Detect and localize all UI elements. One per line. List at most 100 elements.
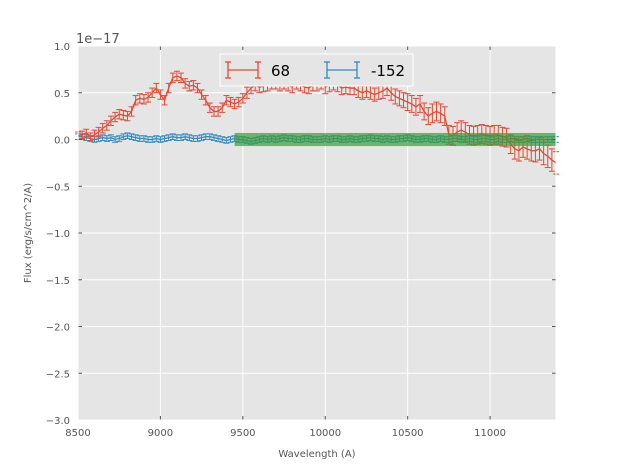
error-bar: [421, 102, 428, 121]
error-bar: [107, 134, 114, 141]
error-bar: [186, 81, 193, 92]
error-bar: [194, 135, 201, 142]
error-bar: [231, 98, 238, 110]
error-bar: [433, 101, 440, 122]
error-bar: [227, 136, 234, 143]
error-bar: [157, 136, 164, 143]
error-bar: [219, 136, 226, 143]
y-tick-label: 1.0: [54, 42, 70, 53]
error-bar: [202, 95, 209, 106]
legend-item-68: 68: [225, 61, 290, 80]
error-bar: [99, 134, 106, 141]
error-bar: [215, 135, 222, 142]
error-bar: [235, 96, 242, 108]
error-bar: [437, 103, 444, 124]
error-bar: [182, 133, 189, 140]
error-bar: [429, 103, 436, 124]
y-tick-label: −2.5: [46, 369, 70, 380]
error-bar: [371, 87, 378, 102]
error-bar: [210, 134, 217, 141]
error-bar: [161, 135, 168, 142]
x-tick-label: 9000: [148, 428, 173, 439]
y-offset-label: 1e−17: [76, 32, 120, 47]
y-tick-label: −1.5: [46, 276, 70, 287]
error-bar: [120, 110, 127, 121]
error-bar: [243, 86, 250, 99]
error-bar: [206, 102, 213, 113]
error-bar: [194, 82, 201, 94]
error-bar: [396, 90, 403, 107]
y-axis-label: Flux (erg/s/cm^2/A): [23, 183, 34, 283]
error-bar: [165, 82, 172, 94]
legend-swatch-68: [225, 61, 261, 79]
error-bar: [124, 110, 131, 122]
y-tick-label: 0.0: [54, 136, 70, 147]
y-tick-label: −2.0: [46, 323, 70, 334]
y-tick-label: 0.5: [54, 89, 70, 100]
y-tick-label: −3.0: [46, 416, 70, 427]
error-bar: [107, 115, 114, 126]
error-bar: [404, 93, 411, 112]
series-layer: [75, 70, 559, 175]
error-bar: [223, 95, 230, 106]
error-bar: [128, 106, 135, 117]
error-bar: [140, 94, 147, 105]
legend-label-152: -152: [371, 62, 405, 80]
error-bar: [178, 134, 185, 141]
error-bar: [408, 95, 415, 113]
error-bar: [87, 132, 94, 141]
error-bar: [132, 134, 139, 141]
error-bar: [215, 106, 222, 117]
error-bar: [169, 72, 176, 83]
error-bar: [165, 134, 172, 141]
error-bar: [153, 82, 160, 94]
legend-label-68: 68: [271, 62, 290, 80]
error-bar: [132, 95, 139, 106]
plot-frame: [77, 45, 557, 421]
legend-swatch-152: [324, 61, 360, 79]
error-bar: [227, 96, 234, 108]
error-bar: [153, 135, 160, 142]
error-bar: [548, 148, 555, 172]
error-bar: [124, 132, 131, 140]
x-tick-label: 9500: [230, 428, 255, 439]
legend: 68 -152: [219, 53, 414, 87]
error-bar: [116, 135, 123, 142]
y-tick-label: −0.5: [46, 182, 70, 193]
highlight-band: [234, 132, 556, 147]
error-bar: [149, 136, 156, 143]
error-bar: [112, 136, 119, 143]
axis-ticks: 8500 9000 9500 10000 10500 11000 −3.0 −2.5 −2.0 −…: [46, 42, 557, 439]
error-bar: [219, 102, 226, 113]
x-axis-label: Wavelength (A): [278, 449, 355, 460]
error-bar: [223, 137, 230, 144]
x-tick-label: 8500: [65, 428, 90, 439]
error-bar: [161, 95, 168, 106]
error-bar: [99, 123, 106, 134]
error-bar: [120, 133, 127, 140]
x-tick-label: 10500: [392, 428, 424, 439]
error-bar: [190, 80, 197, 91]
error-bar: [425, 107, 432, 126]
error-bar: [79, 130, 86, 140]
legend-item-152: -152: [324, 61, 405, 80]
x-tick-label: 10000: [309, 428, 341, 439]
error-bar: [412, 97, 419, 116]
error-bar: [103, 135, 110, 142]
error-bar: [173, 70, 180, 82]
error-bar: [178, 72, 185, 83]
error-bar: [206, 133, 213, 140]
error-bar: [198, 89, 205, 100]
error-bar: [116, 109, 123, 120]
error-bar: [95, 126, 102, 138]
error-bar: [128, 133, 135, 140]
error-bar: [198, 134, 205, 141]
x-tick-label: 11000: [474, 428, 506, 439]
error-bar: [169, 133, 176, 140]
error-bar: [417, 95, 424, 113]
error-bar: [83, 128, 90, 138]
error-bar: [136, 93, 143, 104]
error-bar: [400, 92, 407, 109]
error-bar: [182, 78, 189, 89]
